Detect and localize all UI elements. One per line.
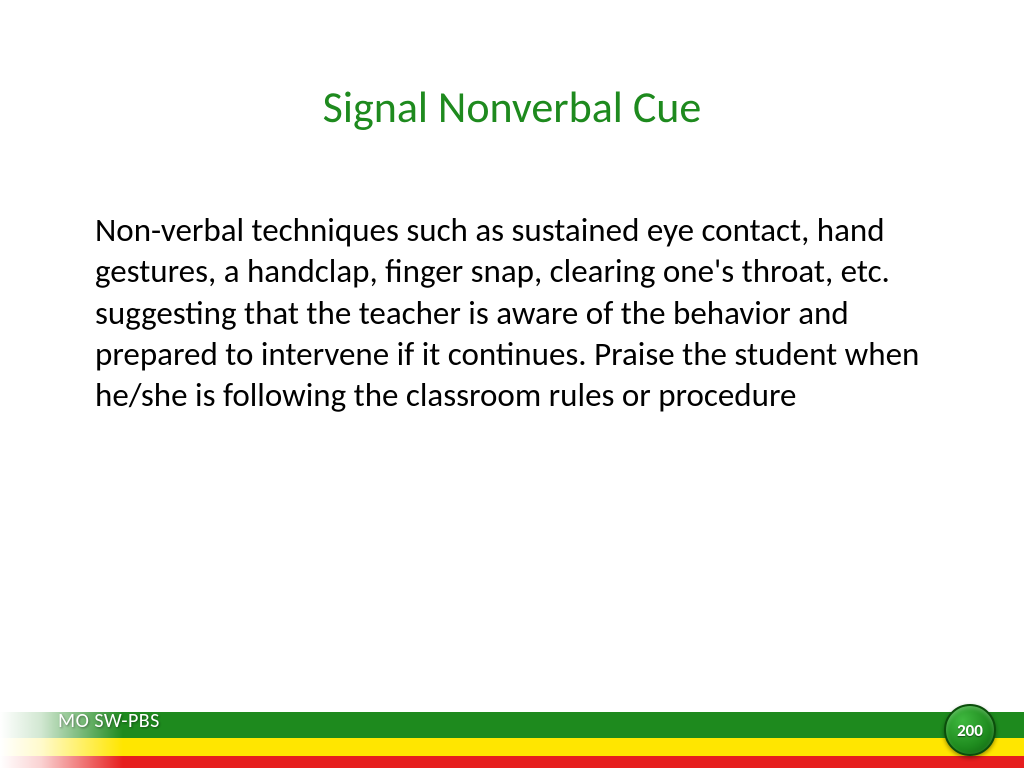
slide-title: Signal Nonverbal Cue	[0, 80, 1024, 134]
slide-container: Signal Nonverbal Cue Non-verbal techniqu…	[0, 0, 1024, 768]
footer-band-red	[0, 756, 1024, 768]
slide-body-text: Non-verbal techniques such as sustained …	[95, 210, 935, 416]
page-number-text: 200	[957, 720, 983, 741]
footer-label: MO SW-PBS	[58, 709, 160, 733]
footer-band-yellow	[0, 738, 1024, 756]
page-number-badge: 200	[944, 704, 996, 756]
